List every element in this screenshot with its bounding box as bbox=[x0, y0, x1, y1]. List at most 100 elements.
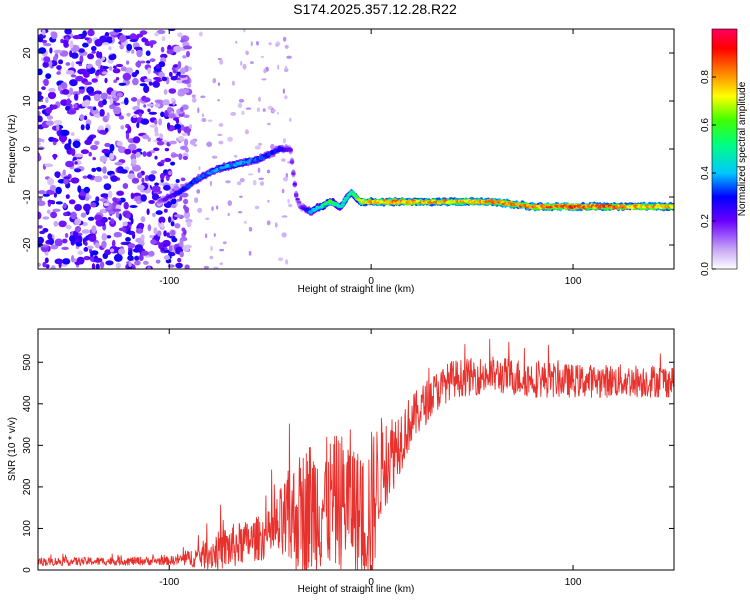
snr-y-label: SNR (10 * v/v) bbox=[7, 417, 18, 481]
spectrogram-noise-cell bbox=[222, 241, 227, 245]
spectrogram-noise-cell bbox=[288, 203, 293, 208]
spectrogram-noise-cell bbox=[83, 71, 90, 78]
spectrogram-noise-cell bbox=[198, 166, 201, 171]
spectrogram-noise-cell bbox=[285, 259, 289, 265]
y-tick-label: 0 bbox=[22, 146, 33, 152]
spectrogram-noise-cell bbox=[267, 199, 270, 203]
spectrogram-noise-cell bbox=[139, 60, 146, 64]
spectrogram-noise-cell bbox=[70, 52, 79, 59]
spectrogram-noise-cell bbox=[131, 72, 138, 78]
spectrogram-noise-cell bbox=[164, 157, 172, 163]
spectrogram-noise-cell bbox=[168, 245, 173, 252]
spectrogram-ridge-cell bbox=[292, 182, 297, 186]
spectrogram-noise-cell bbox=[63, 212, 68, 217]
spectrogram-x-label: Height of straight line (km) bbox=[298, 284, 415, 295]
spectrogram-noise-cell bbox=[181, 227, 186, 232]
spectrogram-noise-cell bbox=[184, 264, 190, 269]
spectrogram-noise-cell bbox=[154, 126, 159, 134]
spectrogram-noise-cell bbox=[170, 204, 177, 209]
spectrogram-noise-cell bbox=[183, 45, 193, 50]
spectrogram-noise-cell bbox=[83, 203, 91, 212]
spectrogram-noise-cell bbox=[91, 45, 97, 52]
spectrogram-noise-cell bbox=[144, 78, 153, 83]
spectrogram-noise-cell bbox=[48, 87, 56, 93]
spectrogram-noise-cell bbox=[38, 106, 43, 110]
spectrogram-noise-cell bbox=[281, 215, 288, 218]
snr-frame bbox=[37, 328, 675, 571]
spectrogram-noise-cell bbox=[115, 262, 121, 269]
spectrogram-noise-cell bbox=[94, 242, 100, 249]
spectrogram-noise-cell bbox=[287, 198, 290, 204]
spectrogram-noise-cell bbox=[64, 29, 72, 35]
spectrogram-noise-cell bbox=[108, 66, 113, 71]
spectrogram-noise-cell bbox=[186, 221, 192, 228]
spectrogram-noise-cell bbox=[239, 178, 245, 183]
x-tick-label: 100 bbox=[565, 577, 582, 588]
spectrogram-noise-cell bbox=[53, 49, 63, 54]
spectrogram-noise-cell bbox=[163, 208, 168, 213]
x-tick-label: -100 bbox=[159, 577, 179, 588]
spectrogram-noise-cell bbox=[55, 186, 62, 195]
spectrogram-noise-cell bbox=[114, 161, 123, 166]
spectrogram-noise-cell bbox=[79, 55, 84, 64]
spectrogram-noise-cell bbox=[87, 29, 95, 37]
colorbar-tick-label: 0.2 bbox=[700, 214, 711, 228]
spectrogram-noise-cell bbox=[118, 227, 127, 232]
spectrogram-noise-cell bbox=[231, 80, 235, 86]
spectrogram-noise-cell bbox=[98, 125, 104, 131]
spectrogram-noise-cell bbox=[163, 230, 167, 237]
spectrogram-noise-cell bbox=[58, 59, 64, 65]
spectrogram-noise-cell bbox=[182, 156, 188, 160]
spectrogram-noise-cell bbox=[174, 214, 182, 218]
spectrogram-noise-cell bbox=[112, 102, 121, 106]
spectrogram-noise-cell bbox=[146, 208, 150, 215]
spectrogram-noise-cell bbox=[200, 95, 206, 99]
spectrogram-noise-cell bbox=[134, 255, 140, 261]
spectrogram-noise-cell bbox=[100, 216, 108, 223]
spectrogram-noise-cell bbox=[130, 217, 134, 225]
spectrogram-noise-cell bbox=[168, 140, 177, 145]
spectrogram-noise-cell bbox=[170, 221, 175, 227]
spectrogram-noise-cell bbox=[112, 208, 122, 212]
spectrogram-noise-cell bbox=[277, 257, 284, 262]
spectrogram-noise-cell bbox=[156, 140, 165, 146]
spectrogram-noise-cell bbox=[130, 97, 138, 102]
spectrogram-noise-cell bbox=[65, 194, 70, 200]
spectrogram-noise-cell bbox=[64, 233, 69, 238]
spectrogram-ridge-cell bbox=[344, 196, 350, 199]
spectrogram-noise-cell bbox=[160, 247, 165, 252]
colorbar-ticks: 0.0 0.2 0.4 0.6 0.8 bbox=[700, 70, 716, 276]
spectrogram-noise-cell bbox=[100, 208, 106, 213]
spectrogram-noise-cell bbox=[108, 46, 112, 51]
spectrogram-noise-cell bbox=[94, 214, 102, 221]
spectrogram-noise-cell bbox=[38, 236, 45, 244]
spectrogram-noise-cell bbox=[60, 82, 66, 88]
spectrogram-noise-cell bbox=[45, 264, 50, 269]
spectrogram-noise-cell bbox=[107, 190, 113, 199]
spectrogram-noise-cell bbox=[80, 212, 87, 218]
spectrogram-noise-cell bbox=[38, 47, 47, 54]
spectrogram-noise-cell bbox=[201, 118, 207, 122]
spectrogram-noise-cell bbox=[212, 78, 217, 84]
spectrogram-noise-cell bbox=[111, 239, 116, 248]
spectrogram-noise-cell bbox=[243, 29, 246, 33]
spectrogram-noise-cell bbox=[174, 123, 182, 130]
spectrogram-noise-cell bbox=[153, 227, 158, 235]
spectrogram-noise-cell bbox=[127, 173, 136, 180]
spectrogram-noise-cell bbox=[162, 100, 170, 106]
spectrogram-noise-cell bbox=[38, 138, 43, 143]
spectrogram-noise-cell bbox=[156, 29, 166, 35]
spectrogram-noise-cell bbox=[77, 250, 84, 255]
spectrogram-noise-cell bbox=[124, 67, 134, 74]
spectrogram-noise-cell bbox=[104, 249, 112, 256]
spectrogram-noise-cell bbox=[125, 80, 130, 85]
spectrogram-noise-cell bbox=[177, 257, 182, 263]
spectrogram-noise-cell bbox=[93, 113, 102, 118]
spectrogram-noise-cell bbox=[71, 255, 75, 263]
spectrogram-noise-cell bbox=[62, 169, 66, 176]
spectrogram-noise-cell bbox=[99, 261, 105, 269]
spectrogram-noise-cell bbox=[45, 120, 54, 126]
spectrogram-noise-cell bbox=[129, 39, 138, 43]
spectrogram-noise-cell bbox=[149, 234, 154, 239]
spectrogram-noise-cell bbox=[120, 125, 125, 130]
